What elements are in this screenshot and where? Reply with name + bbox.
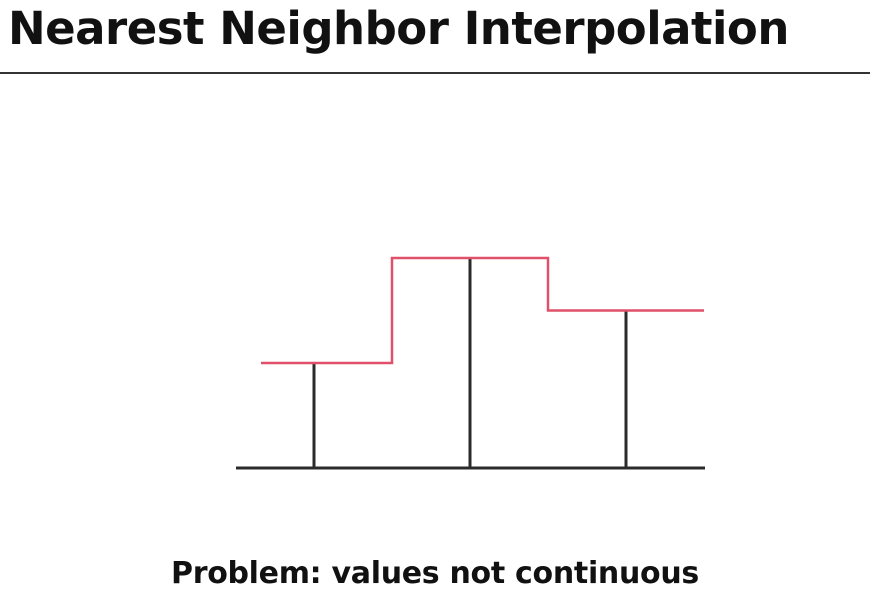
- slide-caption: Problem: values not continuous: [171, 556, 699, 591]
- slide-title: Nearest Neighbor Interpolation: [8, 2, 789, 55]
- title-divider: [0, 72, 870, 74]
- nearest-neighbor-step-line: [261, 256, 704, 365]
- sample-stems: [312, 258, 628, 468]
